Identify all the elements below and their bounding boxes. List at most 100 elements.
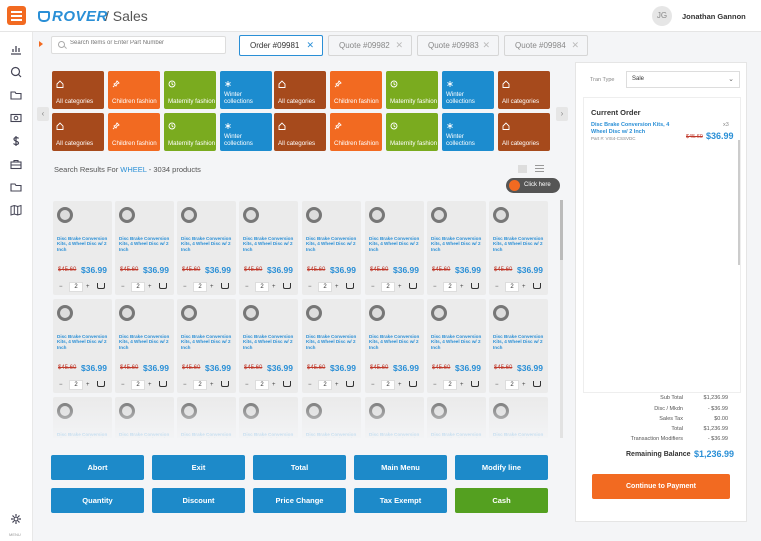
order-item-name[interactable]: Disc Brake Conversion Kits, 4 Wheel Disc… <box>591 122 670 135</box>
quantity-input[interactable]: 2 <box>131 282 145 292</box>
product-name[interactable]: Disc Brake Conversion Kits, 4 Wheel Disc… <box>369 236 420 252</box>
continue-to-payment-button[interactable]: Continue to Payment <box>592 474 730 499</box>
decrement-button[interactable]: − <box>495 382 499 388</box>
increment-button[interactable]: + <box>148 284 152 290</box>
folder-open-icon[interactable] <box>10 180 22 192</box>
increment-button[interactable]: + <box>272 382 276 388</box>
add-to-cart-icon[interactable] <box>97 283 105 289</box>
search-input[interactable] <box>70 40 220 46</box>
quantity-input[interactable]: 2 <box>381 380 395 390</box>
product-name[interactable]: Disc Brake Conversion Kits, 4 Wheel Disc… <box>119 236 170 252</box>
product-card[interactable]: Disc Brake Conversion Kits, 4 Wheel Disc… <box>177 299 236 393</box>
decrement-button[interactable]: − <box>371 382 375 388</box>
add-to-cart-icon[interactable] <box>346 283 354 289</box>
product-scrollbar[interactable] <box>560 200 563 438</box>
add-to-cart-icon[interactable] <box>221 381 229 387</box>
dollar-icon[interactable] <box>10 134 22 146</box>
increment-button[interactable]: + <box>86 284 90 290</box>
category-tile[interactable]: All categories <box>498 71 550 109</box>
category-tile[interactable]: Maternity fashion <box>386 113 438 151</box>
list-view-icon[interactable] <box>535 165 544 173</box>
category-tile[interactable]: All categories <box>52 113 104 151</box>
quantity-input[interactable]: 2 <box>69 282 83 292</box>
category-tile[interactable]: Children fashion <box>108 71 160 109</box>
decrement-button[interactable]: − <box>121 382 125 388</box>
product-name[interactable]: Disc Brake Conversion Kits, 4 Wheel Disc… <box>493 334 544 350</box>
category-tile[interactable]: All categories <box>52 71 104 109</box>
order-scrollbar[interactable] <box>738 140 740 265</box>
product-card[interactable]: Disc Brake Conversion Kits, 4 Wheel Disc… <box>177 201 236 295</box>
increment-button[interactable]: + <box>210 284 214 290</box>
tab-quote-09983[interactable]: Quote #09983 ✕ <box>417 35 499 56</box>
category-tile[interactable]: Winter collections <box>442 71 494 109</box>
add-to-cart-icon[interactable] <box>159 283 167 289</box>
close-icon[interactable]: ✕ <box>306 40 314 50</box>
click-here-tooltip[interactable]: Click here <box>506 178 560 193</box>
increment-button[interactable]: + <box>335 382 339 388</box>
increment-button[interactable]: + <box>460 382 464 388</box>
decrement-button[interactable]: − <box>433 382 437 388</box>
app-logo[interactable]: ROVER <box>38 8 108 25</box>
abort-button[interactable]: Abort <box>51 455 144 480</box>
quantity-input[interactable]: 2 <box>255 380 269 390</box>
discount-button[interactable]: Discount <box>152 488 245 513</box>
increment-button[interactable]: + <box>148 382 152 388</box>
decrement-button[interactable]: − <box>433 284 437 290</box>
quantity-input[interactable]: 2 <box>255 282 269 292</box>
product-name[interactable]: Disc Brake Conversion Kits, 4 Wheel Disc… <box>119 334 170 350</box>
quantity-input[interactable]: 2 <box>505 282 519 292</box>
category-tile[interactable]: Children fashion <box>330 71 382 109</box>
product-card[interactable]: Disc Brake Conversion Kits, 4 Wheel Disc… <box>239 201 298 295</box>
product-card[interactable]: Disc Brake Conversion Kits, 4 Wheel Disc… <box>115 201 174 295</box>
decrement-button[interactable]: − <box>308 382 312 388</box>
product-name[interactable]: Disc Brake Conversion Kits, 4 Wheel Disc… <box>431 334 482 350</box>
product-name[interactable]: Disc Brake Conversion Kits, 4 Wheel Disc… <box>243 334 294 350</box>
expand-arrow-icon[interactable] <box>39 41 43 47</box>
add-to-cart-icon[interactable] <box>471 283 479 289</box>
quantity-input[interactable]: 2 <box>443 380 457 390</box>
increment-button[interactable]: + <box>86 382 90 388</box>
increment-button[interactable]: + <box>522 284 526 290</box>
increment-button[interactable]: + <box>460 284 464 290</box>
quantity-input[interactable]: 2 <box>443 282 457 292</box>
add-to-cart-icon[interactable] <box>533 381 541 387</box>
decrement-button[interactable]: − <box>371 284 375 290</box>
avatar[interactable]: JG <box>652 6 672 26</box>
add-to-cart-icon[interactable] <box>159 381 167 387</box>
modify-line-button[interactable]: Modify line <box>455 455 548 480</box>
quantity-input[interactable]: 2 <box>381 282 395 292</box>
product-name[interactable]: Disc Brake Conversion Kits, 4 Wheel Disc… <box>243 236 294 252</box>
product-card[interactable]: Disc Brake Conversion Kits, 4 Wheel Disc… <box>239 299 298 393</box>
search-box[interactable] <box>51 36 226 54</box>
product-card[interactable]: Disc Brake Conversion Kits, 4 Wheel Disc… <box>115 299 174 393</box>
gear-icon[interactable] <box>10 512 22 524</box>
price-change-button[interactable]: Price Change <box>253 488 346 513</box>
increment-button[interactable]: + <box>522 382 526 388</box>
add-to-cart-icon[interactable] <box>409 283 417 289</box>
category-tile[interactable]: All categories <box>274 71 326 109</box>
decrement-button[interactable]: − <box>245 382 249 388</box>
increment-button[interactable]: + <box>398 284 402 290</box>
close-icon[interactable]: ✕ <box>395 40 403 50</box>
total-button[interactable]: Total <box>253 455 346 480</box>
product-card[interactable]: Disc Brake Conversion Kits, 4 Wheel Disc… <box>53 201 112 295</box>
quantity-input[interactable]: 2 <box>318 282 332 292</box>
increment-button[interactable]: + <box>272 284 276 290</box>
quantity-input[interactable]: 2 <box>505 380 519 390</box>
product-name[interactable]: Disc Brake Conversion Kits, 4 Wheel Disc… <box>181 236 232 252</box>
tab-quote-09984[interactable]: Quote #09984 ✕ <box>504 35 588 56</box>
add-to-cart-icon[interactable] <box>346 381 354 387</box>
decrement-button[interactable]: − <box>59 382 63 388</box>
image-icon[interactable] <box>10 111 22 123</box>
search-chat-icon[interactable] <box>10 65 22 78</box>
decrement-button[interactable]: − <box>308 284 312 290</box>
product-name[interactable]: Disc Brake Conversion Kits, 4 Wheel Disc… <box>493 236 544 252</box>
tab-order-09981[interactable]: Order #09981 ✕ <box>239 35 323 56</box>
map-icon[interactable] <box>10 203 22 216</box>
category-tile[interactable]: All categories <box>498 113 550 151</box>
product-card[interactable]: Disc Brake Conversion Kits, 4 Wheel Disc… <box>302 299 361 393</box>
tab-quote-09982[interactable]: Quote #09982 ✕ <box>328 35 412 56</box>
add-to-cart-icon[interactable] <box>97 381 105 387</box>
category-tile[interactable]: Maternity fashion <box>386 71 438 109</box>
add-to-cart-icon[interactable] <box>283 283 291 289</box>
